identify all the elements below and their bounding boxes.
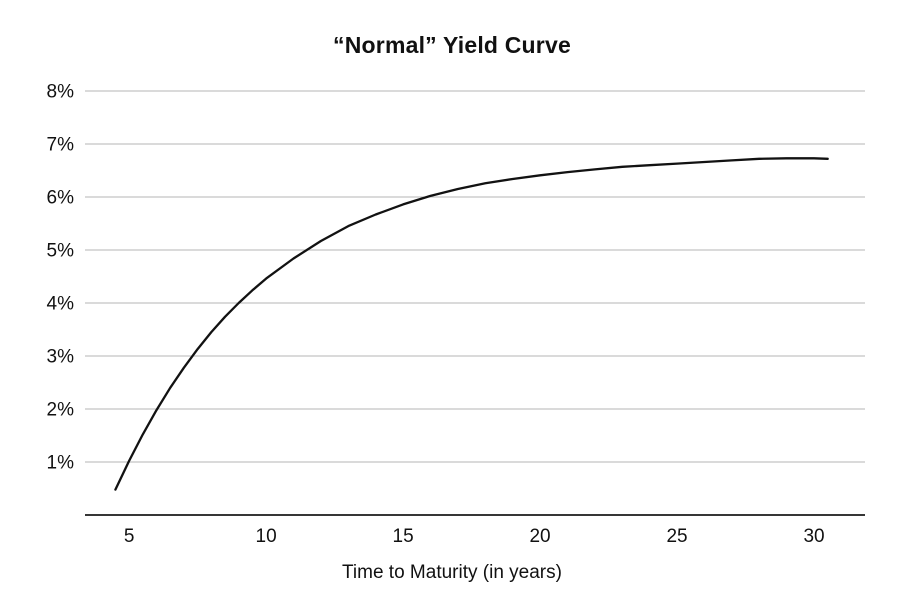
x-tick-label: 10 (256, 526, 277, 547)
y-tick-label: 5% (47, 241, 75, 262)
y-tick-label: 1% (47, 453, 75, 474)
chart-title: “Normal” Yield Curve (333, 32, 571, 58)
y-tick-label: 4% (47, 294, 75, 315)
x-tick-label: 15 (393, 526, 414, 547)
yield-curve-line (114, 157, 829, 491)
y-tick-label: 8% (47, 82, 75, 103)
x-axis-title: Time to Maturity (in years) (342, 562, 562, 583)
y-tick-label: 6% (47, 188, 75, 209)
x-tick-label: 20 (529, 526, 550, 547)
y-tick-label: 2% (47, 400, 75, 421)
y-tick-label: 3% (47, 347, 75, 368)
x-tick-label: 25 (666, 526, 687, 547)
y-tick-label: 7% (47, 135, 75, 156)
x-tick-label: 5 (124, 526, 135, 547)
x-tick-label: 30 (803, 526, 824, 547)
